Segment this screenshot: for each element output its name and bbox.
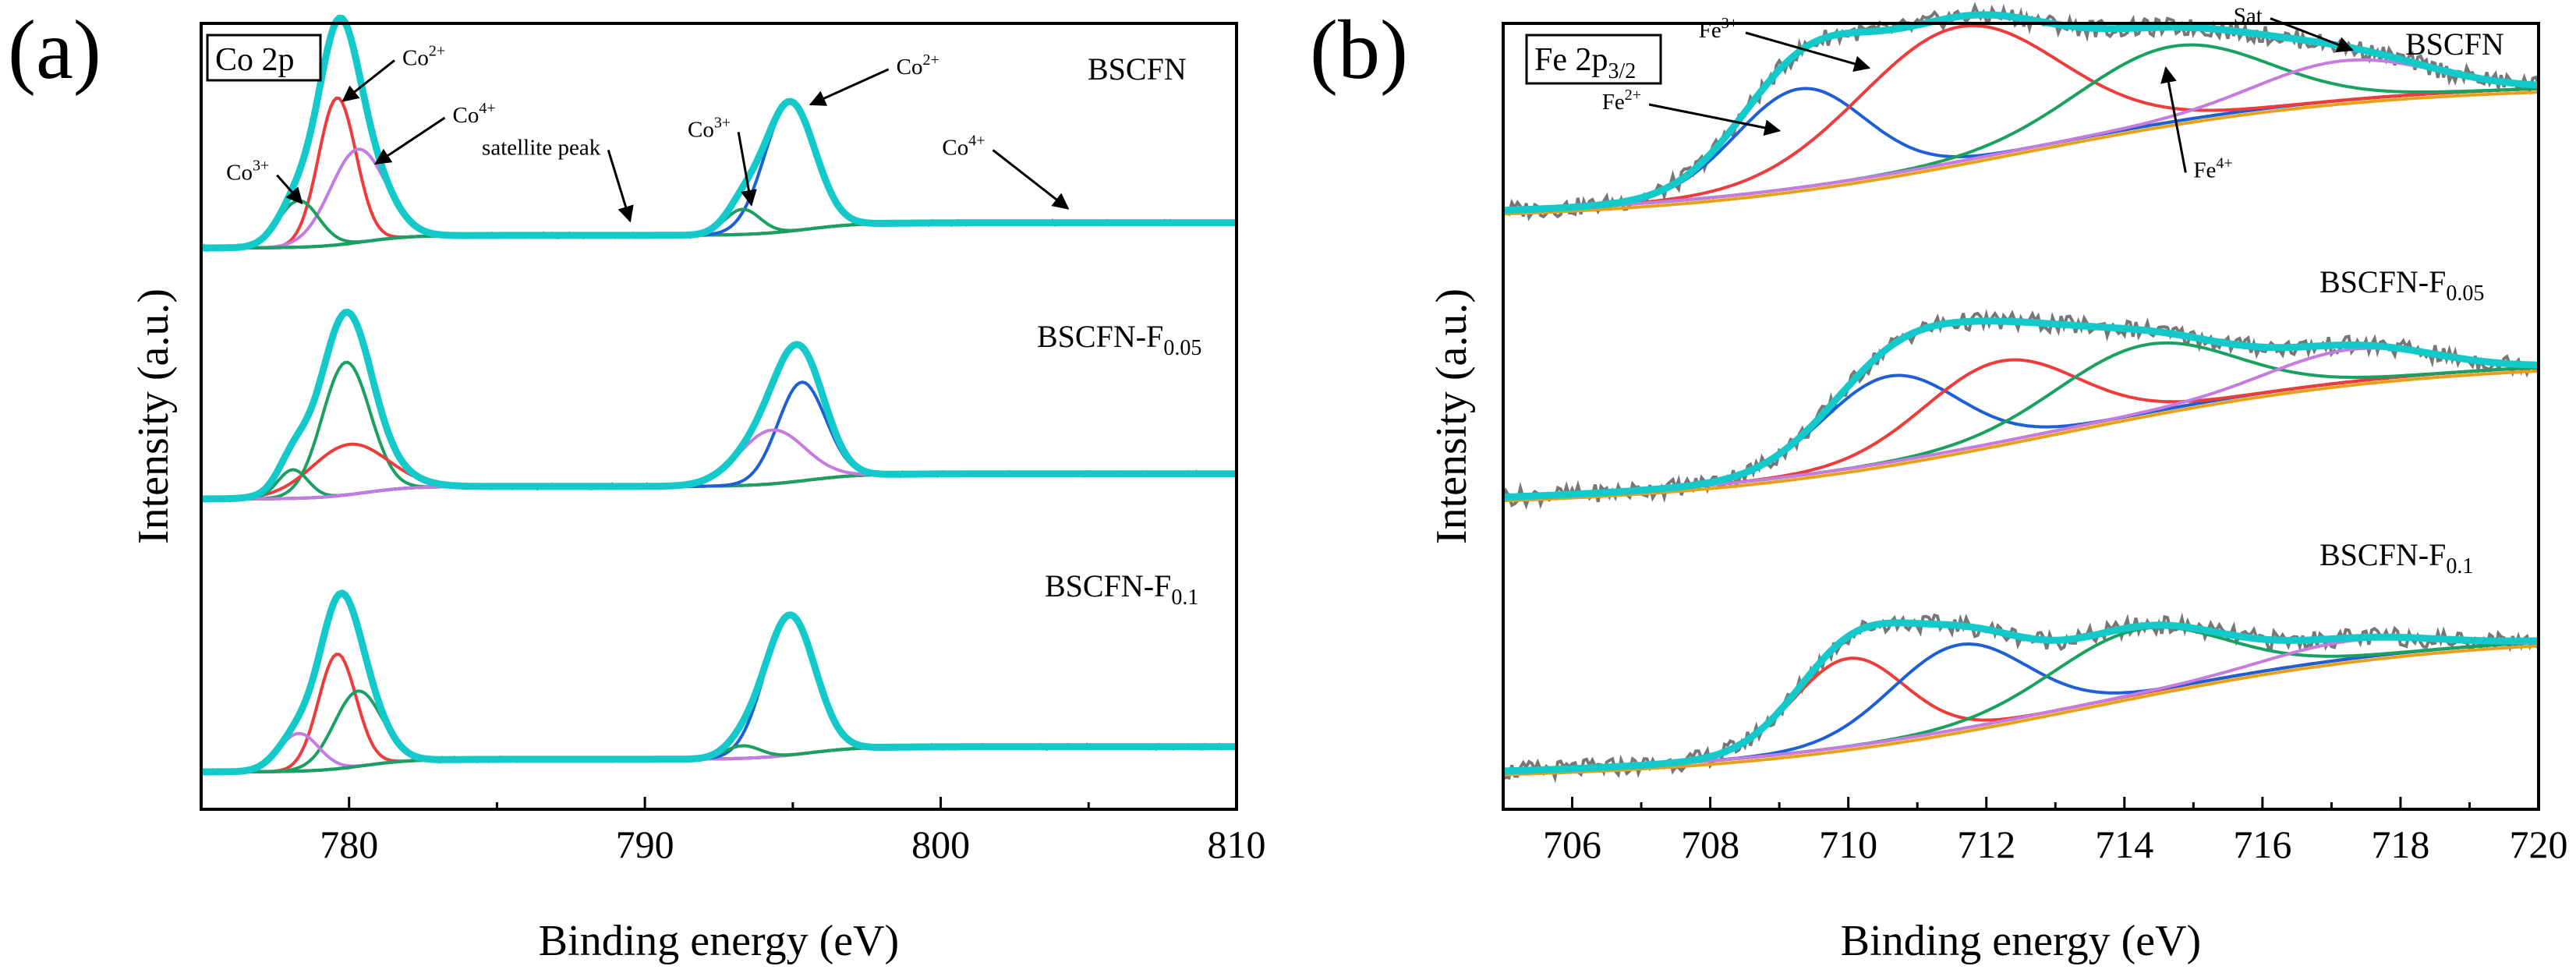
panel-b-sample-label-1: BSCFN bbox=[2405, 27, 2504, 62]
panel-b-peak-label-3: Fe4+ bbox=[2193, 154, 2232, 182]
panel-b-x-tick-label-710: 710 bbox=[1819, 823, 1877, 866]
panel-a-sample-label-3: BSCFN-F0.1 bbox=[1045, 568, 1198, 610]
panel-a-x-tick-label-810: 810 bbox=[1208, 823, 1266, 866]
panel-b-x-tick-label-712: 712 bbox=[1957, 823, 2015, 866]
panel-a-envelope-line-2 bbox=[200, 308, 1237, 503]
panel-b-y-axis-title: Intensity (a.u.) bbox=[1428, 288, 1476, 544]
panel-a-sample-label-1: BSCFN bbox=[1088, 51, 1187, 87]
panel-a-x-tick-label-780: 780 bbox=[320, 823, 378, 866]
panel-a-component-blue-2-4 bbox=[201, 380, 1237, 501]
panel-b-element-label: Fe 2p3/2 bbox=[1534, 42, 1636, 83]
panel-b-x-tick-label-714: 714 bbox=[2095, 823, 2153, 866]
panel-a-frame bbox=[200, 22, 1238, 811]
panel-b-peak-arrow-2 bbox=[1745, 31, 1871, 73]
panel-b-x-tick-label-716: 716 bbox=[2233, 823, 2291, 866]
panel-a-x-tick-label-790: 790 bbox=[616, 823, 674, 866]
panel-a-peak-label-2: Co2+ bbox=[402, 42, 445, 70]
panel-b-envelope-line-1 bbox=[1502, 11, 2539, 214]
panel-b-spectrum-3: BSCFN-F0.1 bbox=[1502, 537, 2539, 784]
panel-a-peak-arrow-5 bbox=[737, 132, 757, 207]
panel-b-x-tick-label-720: 720 bbox=[2510, 823, 2568, 866]
panel-b-background-line-2 bbox=[1502, 366, 2539, 499]
panel-a-element-label-box bbox=[206, 34, 322, 82]
panel-a-peak-arrow-7 bbox=[992, 149, 1070, 210]
panel-a-y-axis-title: Intensity (a.u.) bbox=[129, 288, 178, 544]
panel-a-peak-label-1: Co3+ bbox=[226, 157, 269, 186]
panel-a-peak-arrow-3 bbox=[374, 116, 446, 165]
panel-b-element-label-box bbox=[1525, 34, 1662, 85]
panel-b-x-tick-label-708: 708 bbox=[1681, 823, 1739, 866]
panel-b-background-alt-line-2 bbox=[1502, 369, 2539, 503]
panel-b-x-axis: 706 708 710 712 714 716 718 720 bbox=[1502, 797, 2568, 866]
panel-b-sample-label-2: BSCFN-F0.05 bbox=[2319, 264, 2484, 306]
panel-a-component-magenta-2-5 bbox=[201, 428, 1237, 501]
panel-b-envelope-line-2 bbox=[1502, 317, 2539, 501]
panel-a-peak-arrow-6 bbox=[809, 68, 890, 106]
panel-b-background-alt-line-3 bbox=[1502, 644, 2539, 777]
panel-b-spectrum-2: BSCFN-F0.05 bbox=[1502, 264, 2539, 511]
panel-b-background-alt-line-1 bbox=[1502, 90, 2539, 216]
panel-a-envelope-line-3 bbox=[200, 589, 1237, 776]
panel-b-frame bbox=[1502, 22, 2540, 811]
panel-b-component-magenta-2-4 bbox=[1502, 346, 2539, 499]
panel-b-peak-arrow-3 bbox=[2160, 66, 2187, 173]
panel-b-plot-area: BSCFNFe2+Fe3+Fe4+SatBSCFN-F0.05BSCFN-F0.… bbox=[1502, 2, 2540, 784]
panel-a-co2p: (a) BSCFN Co3+ Co2+ Co4+ satellite peak Co3+ C… bbox=[8, 4, 1266, 965]
panel-a-x-tick-label-800: 800 bbox=[911, 823, 970, 866]
panel-b-x-tick-label-718: 718 bbox=[2371, 823, 2429, 866]
panel-a-component-green-2-1 bbox=[201, 360, 1237, 501]
panel-b-component-green-2-3 bbox=[1502, 341, 2539, 499]
panel-a-spectrum-3: BSCFN-F0.1 bbox=[200, 568, 1237, 776]
panel-a-peak-label-3: Co4+ bbox=[453, 100, 496, 128]
panel-b-sample-label-3: BSCFN-F0.1 bbox=[2319, 537, 2473, 578]
panel-a-spectrum-1: BSCFN Co3+ Co2+ Co4+ satellite peak Co3+ Co2+ C… bbox=[200, 14, 1237, 253]
panel-a-letter: (a) bbox=[8, 4, 101, 97]
panel-b-letter: (b) bbox=[1310, 4, 1408, 97]
panel-a-x-axis-title: Binding energy (eV) bbox=[539, 917, 899, 965]
panel-b-fe2p: (b) BSCFNFe2+Fe3+Fe4+SatBSCFN-F0.05BSCFN… bbox=[1310, 2, 2568, 965]
panel-a-peak-arrow-2 bbox=[341, 59, 395, 102]
panel-b-x-tick-label-706: 706 bbox=[1543, 823, 1601, 866]
panel-a-sample-label-2: BSCFN-F0.05 bbox=[1037, 319, 1201, 360]
panel-b-peak-label-1: Fe2+ bbox=[1602, 87, 1641, 115]
panel-a-peak-arrow-1 bbox=[276, 174, 303, 205]
panel-a-element-label: Co 2p bbox=[215, 42, 295, 78]
panel-b-experimental-line-2 bbox=[1502, 309, 2539, 511]
panel-b-component-blue-3-2 bbox=[1502, 640, 2539, 773]
panel-b-x-axis-title: Binding energy (eV) bbox=[1841, 917, 2201, 965]
panel-b-envelope-line-3 bbox=[1502, 619, 2539, 775]
panel-b-component-red-1-2 bbox=[1502, 23, 2539, 212]
panel-b-component-green-3-3 bbox=[1502, 625, 2539, 773]
panel-a-peak-label-4: satellite peak bbox=[482, 135, 601, 160]
panel-a-x-axis: 780 790 800 810 bbox=[200, 797, 1266, 866]
panel-a-spectrum-2: BSCFN-F0.05 bbox=[200, 308, 1237, 503]
panel-b-component-magenta-1-4 bbox=[1502, 58, 2539, 212]
panel-a-peak-label-7: Co4+ bbox=[942, 132, 985, 160]
panel-a-peak-label-6: Co2+ bbox=[897, 51, 939, 80]
panel-b-peak-arrow-1 bbox=[1648, 103, 1782, 136]
panel-a-peak-label-5: Co3+ bbox=[688, 114, 731, 142]
panel-a-envelope-line-1 bbox=[200, 14, 1237, 252]
panel-b-peak-label-2: Fe3+ bbox=[1699, 15, 1738, 43]
panel-a-plot-area: BSCFN Co3+ Co2+ Co4+ satellite peak Co3+ Co2+ C… bbox=[200, 14, 1237, 776]
panel-a-component-green-1-5 bbox=[201, 207, 1237, 249]
panel-b-component-blue-2-1 bbox=[1502, 366, 2539, 499]
panel-a-peak-arrow-4 bbox=[607, 149, 634, 223]
